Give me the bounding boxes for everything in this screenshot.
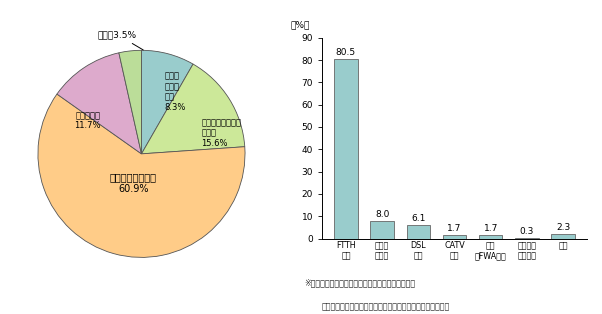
Text: 分からない
11.7%: 分からない 11.7% [75,111,101,130]
Text: 6.1: 6.1 [411,214,426,223]
Text: 0.3: 0.3 [520,227,534,236]
Text: 8.0: 8.0 [375,210,389,219]
Text: 1.7: 1.7 [483,224,498,233]
Text: 変更するかどうか
検討中
15.6%: 変更するかどうか 検討中 15.6% [202,118,241,148]
Text: 不明　3.5%: 不明 3.5% [98,30,143,50]
Bar [479,235,503,239]
Text: 変更の
予定が
ある
8.3%: 変更の 予定が ある 8.3% [164,72,185,112]
Bar [370,221,394,239]
Bar [334,59,358,239]
Wedge shape [119,50,141,154]
Bar [515,238,539,239]
Wedge shape [141,50,193,154]
Wedge shape [57,53,141,154]
Text: 80.5: 80.5 [336,48,356,57]
Wedge shape [38,94,245,257]
Text: （%）: （%） [290,21,309,30]
Text: 変更の予定はない
60.9%: 変更の予定はない 60.9% [110,172,157,194]
Text: （出典）総務省「平成１７年通信利用動向調査（世帯編）」: （出典）総務省「平成１７年通信利用動向調査（世帯編）」 [322,302,450,311]
Text: 2.3: 2.3 [556,223,570,232]
Bar [551,234,575,239]
Wedge shape [141,64,245,154]
Bar [442,235,467,239]
Bar [406,225,430,239]
Text: ※　「変更の予定がある」と回答した利用者の割合: ※ 「変更の予定がある」と回答した利用者の割合 [304,278,415,287]
Text: 1.7: 1.7 [447,224,462,233]
